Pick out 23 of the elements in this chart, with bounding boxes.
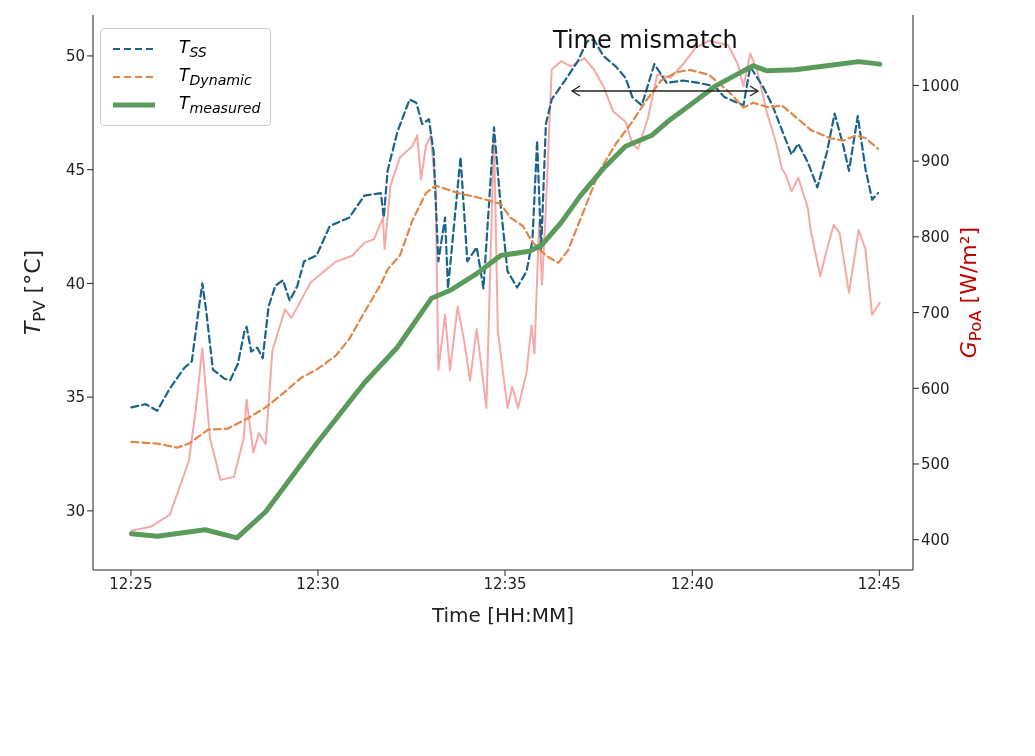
legend-label: T$_{measured}$ xyxy=(179,93,261,117)
line-series xyxy=(130,68,880,449)
y-tick-label: 40 xyxy=(65,274,85,293)
x-tick-label: 12:30 xyxy=(296,574,340,593)
x-tick-label: 12:40 xyxy=(670,574,714,593)
x-tick-label: 12:45 xyxy=(857,574,901,593)
y2-tick-label: 800 xyxy=(921,228,950,247)
legend-label: T$_{Dynamic}$ xyxy=(179,65,252,89)
y2-tick-label: 1000 xyxy=(921,76,960,95)
y-tick-label: 35 xyxy=(65,388,85,407)
x-axis-title: Time [HH:MM] xyxy=(430,603,575,627)
annotation: Time mismatch xyxy=(553,26,738,54)
y2-tick-label: 700 xyxy=(921,303,950,322)
y2-tick-label: 400 xyxy=(921,531,950,550)
legend-label: T$_{SS}$ xyxy=(179,37,207,61)
x-tick-label: 12:25 xyxy=(109,574,153,593)
x-tick-label: 12:35 xyxy=(483,574,527,593)
y2-tick-label: 500 xyxy=(921,455,950,474)
y-tick-label: 30 xyxy=(65,502,85,521)
y2-tick-label: 600 xyxy=(921,379,950,398)
y-tick-label: 50 xyxy=(65,47,85,66)
y-tick-label: 45 xyxy=(65,161,85,179)
y2-tick-label: 900 xyxy=(921,152,950,171)
